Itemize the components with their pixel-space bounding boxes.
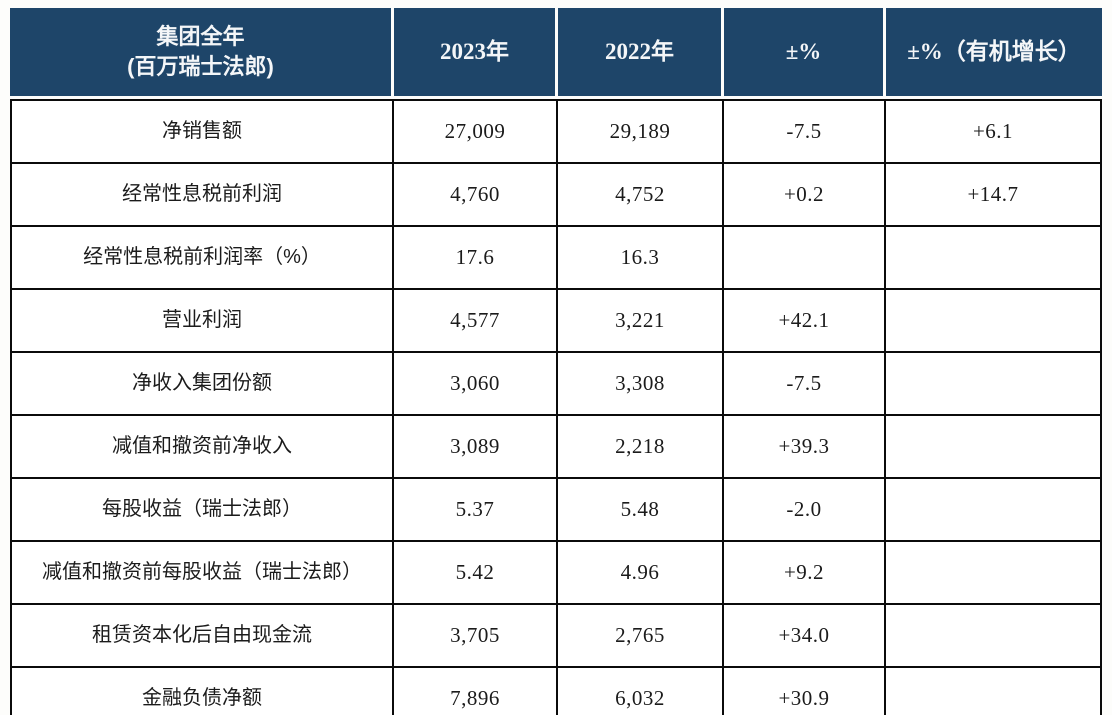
value-organic-growth [886, 668, 1102, 715]
row-label: 净收入集团份额 [10, 353, 394, 416]
value-2022: 2,765 [558, 605, 724, 668]
row-label: 经常性息税前利润率（%） [10, 227, 394, 290]
value-change-pct: +0.2 [724, 164, 886, 227]
value-2022: 2,218 [558, 416, 724, 479]
value-2022: 3,221 [558, 290, 724, 353]
value-change-pct: +9.2 [724, 542, 886, 605]
table-row: 经常性息税前利润率（%） 17.6 16.3 [10, 227, 1102, 290]
header-row: 集团全年 (百万瑞士法郎) 2023年 2022年 ±% ±%（有机增长） [10, 8, 1102, 99]
value-organic-growth [886, 290, 1102, 353]
value-organic-growth: +14.7 [886, 164, 1102, 227]
value-change-pct: -7.5 [724, 99, 886, 164]
row-label: 经常性息税前利润 [10, 164, 394, 227]
value-2023: 3,705 [394, 605, 558, 668]
row-label: 金融负债净额 [10, 668, 394, 715]
row-label: 每股收益（瑞士法郎） [10, 479, 394, 542]
value-organic-growth [886, 227, 1102, 290]
row-label: 租赁资本化后自由现金流 [10, 605, 394, 668]
table-row: 净收入集团份额 3,060 3,308 -7.5 [10, 353, 1102, 416]
table-row: 营业利润 4,577 3,221 +42.1 [10, 290, 1102, 353]
table-header: 集团全年 (百万瑞士法郎) 2023年 2022年 ±% ±%（有机增长） [10, 8, 1102, 99]
value-2022: 16.3 [558, 227, 724, 290]
table-row: 减值和撤资前净收入 3,089 2,218 +39.3 [10, 416, 1102, 479]
row-label: 净销售额 [10, 99, 394, 164]
value-2022: 6,032 [558, 668, 724, 715]
value-change-pct [724, 227, 886, 290]
value-change-pct: +30.9 [724, 668, 886, 715]
value-change-pct: +39.3 [724, 416, 886, 479]
value-organic-growth [886, 605, 1102, 668]
value-2023: 3,060 [394, 353, 558, 416]
value-organic-growth [886, 542, 1102, 605]
value-2023: 3,089 [394, 416, 558, 479]
col-header-2022: 2022年 [558, 8, 724, 99]
value-organic-growth [886, 479, 1102, 542]
value-2023: 17.6 [394, 227, 558, 290]
table-row: 每股收益（瑞士法郎） 5.37 5.48 -2.0 [10, 479, 1102, 542]
value-change-pct: +34.0 [724, 605, 886, 668]
value-change-pct: +42.1 [724, 290, 886, 353]
value-organic-growth: +6.1 [886, 99, 1102, 164]
header-metric-line1: 集团全年 [156, 24, 245, 50]
value-organic-growth [886, 353, 1102, 416]
row-label: 减值和撤资前净收入 [10, 416, 394, 479]
table-row: 净销售额 27,009 29,189 -7.5 +6.1 [10, 99, 1102, 164]
row-label: 减值和撤资前每股收益（瑞士法郎） [10, 542, 394, 605]
value-change-pct: -2.0 [724, 479, 886, 542]
value-2023: 4,760 [394, 164, 558, 227]
table-row: 租赁资本化后自由现金流 3,705 2,765 +34.0 [10, 605, 1102, 668]
value-2022: 29,189 [558, 99, 724, 164]
value-2022: 3,308 [558, 353, 724, 416]
value-change-pct: -7.5 [724, 353, 886, 416]
col-header-metric: 集团全年 (百万瑞士法郎) [10, 8, 394, 99]
value-2022: 4.96 [558, 542, 724, 605]
value-organic-growth [886, 416, 1102, 479]
table-row: 金融负债净额 7,896 6,032 +30.9 [10, 668, 1102, 715]
table-row: 减值和撤资前每股收益（瑞士法郎） 5.42 4.96 +9.2 [10, 542, 1102, 605]
value-2023: 7,896 [394, 668, 558, 715]
value-2022: 5.48 [558, 479, 724, 542]
value-2022: 4,752 [558, 164, 724, 227]
col-header-change-pct: ±% [724, 8, 886, 99]
row-label: 营业利润 [10, 290, 394, 353]
value-2023: 5.37 [394, 479, 558, 542]
value-2023: 5.42 [394, 542, 558, 605]
table-row: 经常性息税前利润 4,760 4,752 +0.2 +14.7 [10, 164, 1102, 227]
value-2023: 4,577 [394, 290, 558, 353]
header-metric-line2: (百万瑞士法郎) [127, 54, 274, 79]
group-financials-table: 集团全年 (百万瑞士法郎) 2023年 2022年 ±% ±%（有机增长） 净销… [10, 8, 1102, 715]
col-header-organic-growth: ±%（有机增长） [886, 8, 1102, 99]
table-body: 净销售额 27,009 29,189 -7.5 +6.1 经常性息税前利润 4,… [10, 99, 1102, 715]
value-2023: 27,009 [394, 99, 558, 164]
col-header-2023: 2023年 [394, 8, 558, 99]
